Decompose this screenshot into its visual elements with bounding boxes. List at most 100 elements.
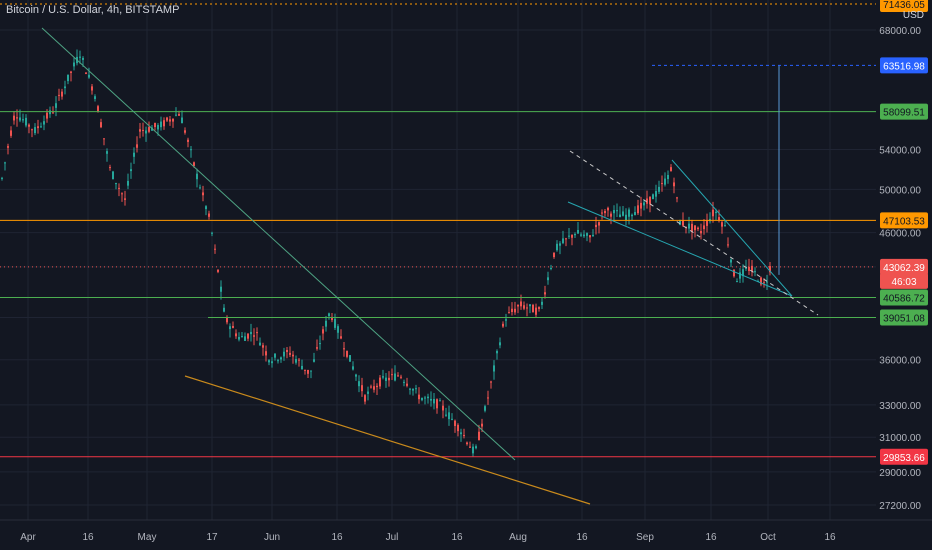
- candle-body: [631, 214, 633, 217]
- candle-body: [391, 374, 393, 376]
- candle-body: [745, 267, 747, 269]
- candle-body: [538, 307, 540, 309]
- candle-body: [397, 375, 399, 377]
- candle-body: [418, 394, 420, 400]
- candle-body: [244, 336, 246, 341]
- price-tick-label: 31000.00: [879, 433, 921, 444]
- candle-body: [535, 307, 537, 315]
- price-axis[interactable]: 68000.00 54000.00 50000.00 46000.00 36000.00…: [879, 26, 921, 512]
- candle-body: [658, 186, 660, 192]
- candle-body: [64, 86, 66, 89]
- candle-body: [40, 126, 42, 128]
- candle-body: [193, 162, 195, 166]
- candle-body: [169, 119, 171, 122]
- candle-body: [67, 74, 69, 82]
- candle-body: [655, 191, 657, 197]
- candle-body: [22, 119, 24, 121]
- price-label-bg: [880, 272, 928, 289]
- trend-lines[interactable]: [41, 27, 876, 505]
- candle-body: [1, 177, 3, 179]
- candle-body: [175, 114, 177, 116]
- candle-body: [130, 169, 132, 172]
- trend-line-teal-lower[interactable]: [567, 201, 793, 297]
- candle-body: [475, 446, 477, 449]
- candle-body: [373, 386, 375, 390]
- trend-line-orange[interactable]: [184, 375, 591, 505]
- price-tick-label: 68000.00: [879, 26, 921, 37]
- horizontal-lines[interactable]: [0, 3, 876, 458]
- candle-body: [634, 212, 636, 216]
- candle-body: [151, 127, 153, 131]
- candle-body: [322, 329, 324, 334]
- candle-body: [301, 365, 303, 370]
- candle-body: [310, 370, 312, 372]
- candle-body: [208, 213, 210, 217]
- candle-body: [103, 138, 105, 140]
- candle-body: [460, 432, 462, 435]
- candle-body: [463, 435, 465, 437]
- time-tick-label: Sep: [636, 532, 654, 543]
- candle-body: [229, 326, 231, 330]
- candle-body: [337, 326, 339, 333]
- candle-body: [313, 359, 315, 362]
- time-tick-label: May: [138, 532, 157, 543]
- candle-body: [715, 211, 717, 214]
- price-label: 39051.08: [880, 309, 928, 326]
- candle-body: [217, 269, 219, 272]
- candle-body: [643, 202, 645, 206]
- price-label: 47103.53: [880, 212, 928, 229]
- candle-body: [649, 196, 651, 205]
- candle-body: [565, 238, 567, 240]
- candle-body: [136, 144, 138, 148]
- candle-body: [358, 381, 360, 387]
- trend-line-dashed[interactable]: [569, 150, 819, 316]
- candle-body: [376, 385, 378, 388]
- candle-body: [52, 112, 54, 114]
- candle-body: [601, 212, 603, 214]
- candle-body: [196, 173, 198, 180]
- candle-body: [526, 307, 528, 309]
- candle-body: [157, 125, 159, 130]
- candle-body: [529, 304, 531, 307]
- candle-body: [133, 152, 135, 157]
- price-label-text: 63516.98: [883, 61, 925, 72]
- candle-body: [544, 292, 546, 295]
- candle-body: [352, 366, 354, 370]
- candle-body: [55, 103, 57, 108]
- trend-line-teal-upper[interactable]: [671, 159, 793, 297]
- candle-body: [7, 146, 9, 148]
- time-axis[interactable]: Apr 16 May 17 Jun 16 Jul 16 Aug 16 Sep 16 Oct 16: [0, 519, 932, 543]
- candle-body: [751, 265, 753, 272]
- time-tick-label: Aug: [509, 532, 527, 543]
- candle-body: [121, 193, 123, 195]
- candle-body: [472, 446, 474, 454]
- candle-body: [295, 359, 297, 363]
- candle-body: [361, 385, 363, 392]
- candle-body: [469, 446, 471, 448]
- price-labels: 71436.05 63516.98 58099.51 47103.53 43062.39…: [880, 0, 928, 465]
- candle-body: [25, 117, 27, 126]
- candle-body: [532, 304, 534, 313]
- candle-body: [406, 383, 408, 386]
- candle-body: [517, 304, 519, 307]
- candle-body: [265, 351, 267, 356]
- price-label-text: 71436.05: [883, 0, 925, 11]
- candle-body: [4, 162, 6, 164]
- candle-body: [43, 121, 45, 125]
- candle-body: [328, 313, 330, 317]
- candle-body: [604, 210, 606, 214]
- candle-body: [298, 359, 300, 361]
- candle-body: [148, 127, 150, 132]
- candle-body: [433, 398, 435, 404]
- candle-body: [250, 331, 252, 335]
- candle-body: [613, 210, 615, 214]
- price-tick-label: 36000.00: [879, 356, 921, 367]
- trend-line-green[interactable]: [41, 27, 516, 461]
- candle-body: [31, 129, 33, 131]
- candle-body: [508, 312, 510, 314]
- price-tick-label: 33000.00: [879, 401, 921, 412]
- candle-body: [106, 151, 108, 154]
- candle-body: [289, 352, 291, 355]
- price-label-text: 47103.53: [883, 216, 925, 227]
